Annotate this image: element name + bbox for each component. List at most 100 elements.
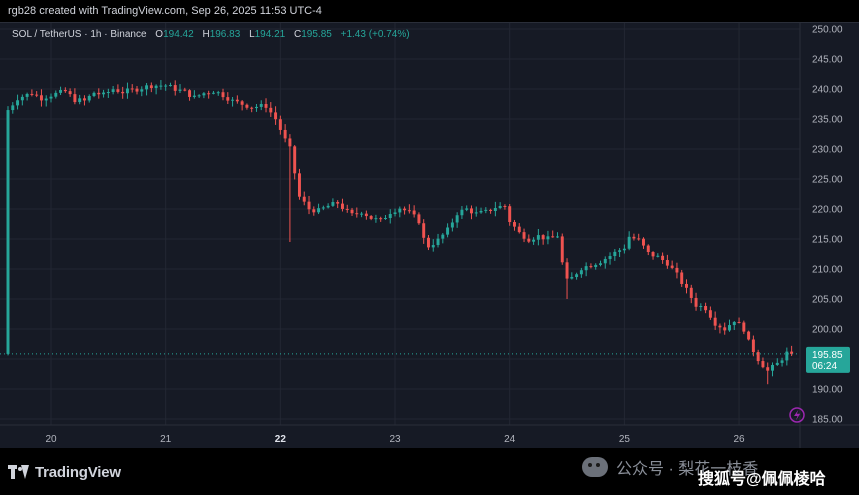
candle-body: [656, 255, 660, 257]
candle-body: [570, 277, 574, 279]
candle-body: [54, 92, 58, 97]
symbol-label: SOL / TetherUS · 1h · Binance: [12, 29, 147, 40]
candle-body: [661, 255, 665, 261]
candle-body: [556, 236, 559, 238]
candle-body: [747, 331, 751, 340]
candle-body: [551, 236, 555, 238]
candle-body: [364, 213, 368, 217]
watermark-sohu: 搜狐号@佩佩棱哈: [698, 471, 826, 488]
candle-body: [498, 205, 502, 209]
candle-body: [680, 272, 684, 284]
y-tick-label: 235.00: [812, 115, 843, 126]
candle-body: [469, 208, 473, 214]
candle-body: [87, 95, 91, 101]
candle-body: [675, 267, 679, 273]
candle-body: [216, 92, 220, 94]
candle-body: [288, 138, 292, 147]
candle-body: [111, 89, 115, 93]
candle-body: [603, 258, 607, 264]
candle-body: [269, 107, 273, 113]
candle-body: [422, 223, 426, 238]
candle-body: [336, 202, 340, 204]
candle-body: [259, 104, 263, 107]
candle-body: [207, 93, 211, 95]
candle-body: [508, 206, 512, 223]
candle-body: [479, 210, 483, 213]
candles: [6, 80, 794, 385]
candle-body: [713, 317, 717, 326]
open-value: 194.42: [163, 29, 194, 40]
candle-body: [82, 98, 86, 101]
close-label: C: [294, 29, 302, 40]
candle-body: [728, 325, 731, 331]
candle-body: [360, 213, 364, 215]
high-label: H: [202, 29, 210, 40]
y-tick-label: 185.00: [812, 415, 843, 426]
candle-body: [6, 110, 10, 354]
candle-body: [116, 89, 120, 92]
candle-body: [321, 207, 325, 209]
candle-body: [278, 119, 282, 130]
candle-body: [197, 95, 201, 97]
tradingview-logo-text: TradingView: [35, 463, 121, 481]
y-tick-label: 245.00: [812, 55, 843, 66]
candle-body: [517, 226, 521, 233]
candle-body: [97, 92, 101, 95]
candle-body: [312, 209, 316, 213]
candle-body: [35, 94, 39, 96]
candle-body: [737, 321, 741, 323]
chart-panel[interactable]: 250.00 245.00 240.00 235.00 230.00 225.00 220.…: [0, 22, 859, 449]
candle-body: [140, 89, 144, 92]
candle-body: [541, 235, 545, 240]
candle-body: [264, 104, 268, 108]
candle-body: [168, 85, 172, 87]
candle-body: [651, 252, 655, 257]
y-tick-label: 250.00: [812, 25, 843, 36]
candle-body: [240, 101, 244, 105]
candle-body: [441, 234, 445, 239]
price-chart[interactable]: 250.00 245.00 240.00 235.00 230.00 225.00 220.…: [0, 23, 859, 449]
candle-body: [188, 90, 192, 97]
candle-body: [283, 129, 287, 139]
candle-body: [632, 236, 636, 239]
candle-body: [742, 322, 746, 332]
candle-body: [30, 93, 34, 95]
candle-body: [718, 325, 722, 328]
candle-body: [154, 85, 158, 89]
price-tag-box: [806, 346, 850, 373]
candle-body: [474, 212, 478, 214]
bottom-bar: TradingView: [0, 448, 859, 495]
lightning-icon-bolt: [794, 409, 801, 421]
x-tick-label: 22: [275, 434, 287, 445]
candle-body: [302, 196, 306, 202]
candle-body: [369, 216, 373, 219]
candle-body: [785, 351, 789, 361]
candle-body: [665, 260, 669, 266]
lightning-icon[interactable]: [789, 407, 805, 423]
lightning-icon-ring: [789, 407, 805, 423]
candle-body: [379, 218, 383, 220]
price-tag-countdown: 06:24: [812, 361, 837, 372]
y-tick-label: 190.00: [812, 385, 843, 396]
candle-body: [221, 92, 225, 98]
candle-body: [689, 287, 693, 298]
candle-body: [383, 217, 387, 219]
candle-body: [398, 208, 402, 213]
candle-body: [374, 218, 378, 220]
candle-body: [183, 89, 187, 91]
candle-body: [297, 173, 301, 197]
candle-body: [532, 239, 536, 242]
candle-body: [417, 214, 421, 224]
candle-body: [274, 112, 278, 120]
candle-body: [512, 222, 516, 227]
candle-body: [546, 236, 550, 240]
x-tick-label: 21: [160, 434, 172, 445]
tradingview-logo[interactable]: TradingView: [8, 462, 121, 482]
candle-body: [708, 310, 712, 318]
candle-body: [536, 235, 540, 240]
candle-body: [250, 107, 254, 109]
x-tick-label: 24: [504, 434, 516, 445]
candle-body: [16, 100, 20, 106]
candle-body: [326, 205, 330, 208]
candle-body: [149, 85, 153, 89]
